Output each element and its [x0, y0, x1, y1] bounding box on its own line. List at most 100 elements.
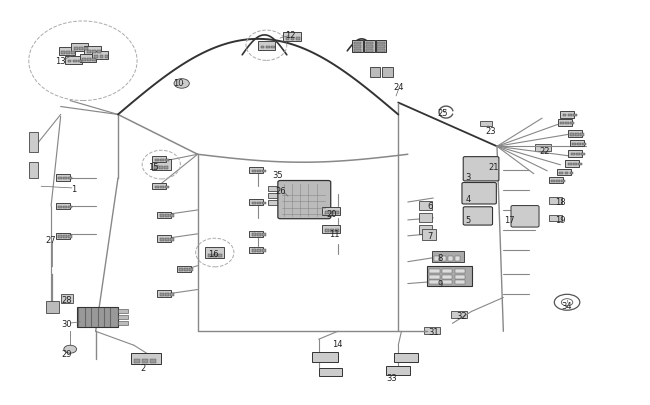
Text: 26: 26 [275, 186, 286, 195]
Text: 22: 22 [540, 147, 550, 156]
Bar [157, 291, 172, 297]
Bar [422, 229, 436, 240]
Bar [252, 234, 255, 236]
Bar [335, 212, 339, 214]
Bar [569, 141, 584, 147]
Bar [575, 134, 579, 136]
Bar [366, 50, 373, 53]
Bar [249, 231, 263, 237]
Bar [157, 236, 172, 242]
Bar [159, 167, 163, 169]
Bar [581, 153, 585, 156]
Bar [83, 59, 86, 62]
Bar [179, 269, 183, 271]
Bar [184, 269, 188, 271]
Bar [84, 48, 88, 51]
Bar [567, 131, 582, 137]
Bar [564, 173, 568, 175]
Bar [376, 40, 386, 53]
Bar [567, 164, 571, 166]
Bar [557, 170, 571, 176]
Bar [66, 52, 70, 54]
Bar [335, 230, 339, 232]
Text: 1: 1 [71, 184, 76, 193]
Bar [55, 233, 70, 239]
Text: 13: 13 [55, 57, 66, 66]
FancyBboxPatch shape [511, 206, 539, 228]
Bar [258, 42, 275, 51]
Bar [165, 186, 169, 189]
Bar [118, 315, 127, 319]
Bar [257, 234, 261, 236]
Bar [577, 143, 581, 146]
Bar [257, 202, 261, 205]
Bar [152, 156, 166, 163]
Bar [567, 115, 571, 117]
Bar [58, 48, 75, 55]
Bar [72, 44, 88, 52]
Bar [65, 56, 82, 64]
Bar [63, 236, 67, 238]
Bar [177, 266, 190, 272]
Text: 28: 28 [62, 295, 72, 304]
Bar [118, 321, 127, 325]
Text: 31: 31 [428, 327, 439, 336]
Bar [68, 236, 72, 238]
Bar [84, 47, 101, 55]
Bar [322, 226, 341, 233]
Text: 32: 32 [457, 311, 467, 320]
Bar [249, 199, 263, 206]
Bar [118, 309, 127, 313]
Bar [573, 164, 577, 166]
Bar [252, 202, 255, 205]
Bar [419, 226, 432, 234]
Bar [573, 115, 577, 117]
Bar [97, 51, 101, 54]
Bar [262, 202, 266, 205]
Bar [569, 173, 573, 175]
Bar [330, 212, 334, 214]
Bar [565, 161, 579, 167]
FancyBboxPatch shape [463, 157, 499, 181]
Text: 15: 15 [148, 162, 158, 171]
Bar [394, 353, 418, 362]
FancyBboxPatch shape [462, 183, 497, 205]
Bar [165, 159, 169, 162]
Bar [419, 202, 432, 211]
Bar [77, 307, 118, 328]
Bar [208, 254, 212, 257]
Bar [29, 133, 38, 153]
Bar [261, 47, 265, 49]
Bar [560, 112, 574, 118]
Text: 9: 9 [437, 279, 442, 288]
Text: 11: 11 [330, 230, 340, 239]
Bar [189, 269, 193, 271]
Bar [296, 38, 300, 40]
Bar [455, 275, 465, 279]
Bar [268, 201, 278, 206]
Bar [87, 59, 91, 62]
FancyBboxPatch shape [463, 207, 493, 226]
Bar [58, 236, 62, 238]
Bar [262, 250, 266, 252]
Bar [205, 248, 224, 258]
Bar [354, 46, 361, 49]
Bar [73, 61, 77, 63]
Text: 19: 19 [556, 216, 566, 225]
Text: 18: 18 [555, 198, 566, 207]
Text: 16: 16 [208, 249, 219, 258]
Text: 30: 30 [62, 319, 72, 328]
Bar [257, 171, 261, 173]
Bar [370, 68, 380, 78]
Bar [165, 293, 169, 296]
Bar [535, 144, 551, 151]
Bar [563, 115, 566, 117]
Bar [80, 55, 96, 63]
Bar [271, 47, 275, 49]
Text: 2: 2 [141, 363, 146, 372]
Bar [86, 51, 90, 54]
Bar [72, 52, 75, 54]
Bar [151, 160, 171, 171]
Bar [424, 327, 440, 334]
Bar [165, 215, 169, 217]
